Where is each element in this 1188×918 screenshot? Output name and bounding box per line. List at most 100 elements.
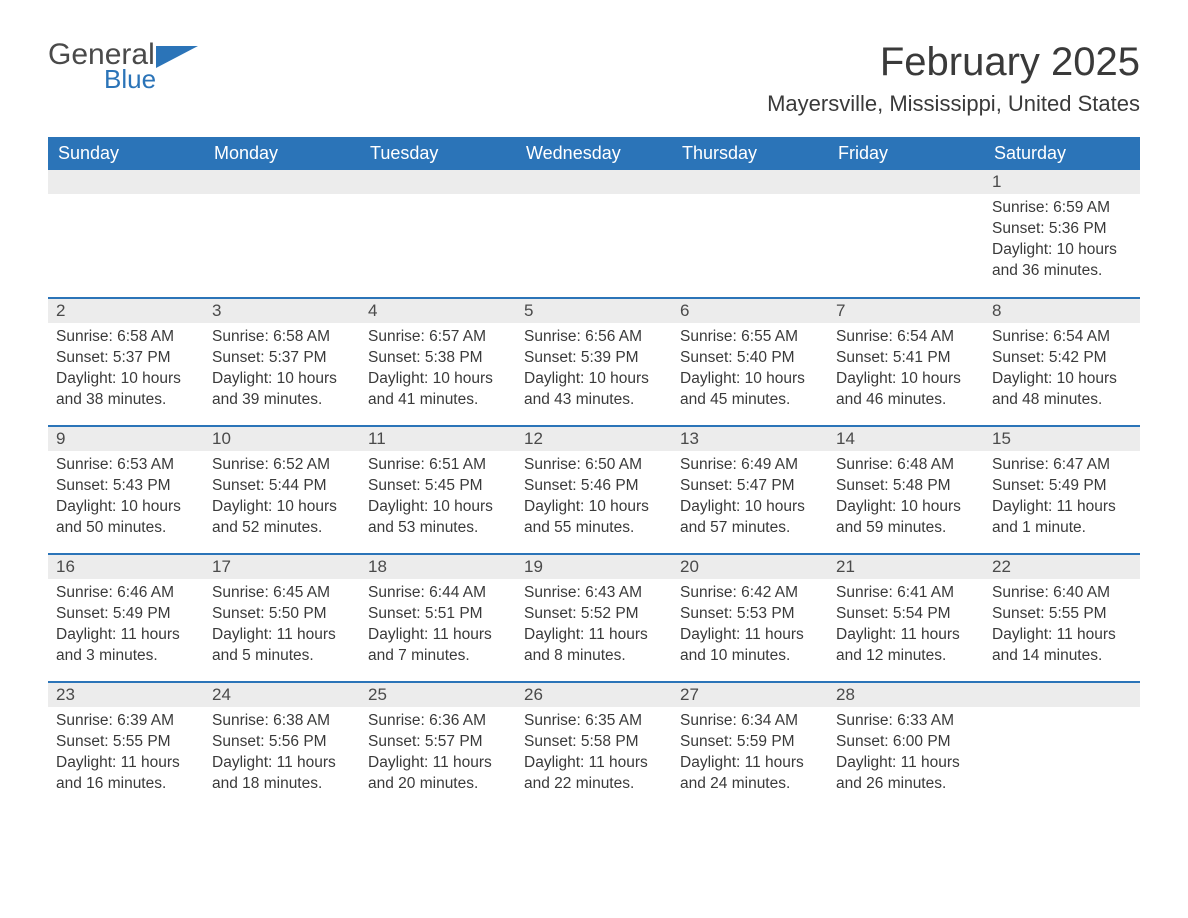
daylight-text: Daylight: 10 hours and 39 minutes. [212, 369, 352, 411]
sunset-text: Sunset: 5:50 PM [212, 604, 352, 625]
sunset-text: Sunset: 5:57 PM [368, 732, 508, 753]
sunset-text: Sunset: 5:56 PM [212, 732, 352, 753]
sunrise-text: Sunrise: 6:38 AM [212, 711, 352, 732]
sunset-text: Sunset: 6:00 PM [836, 732, 976, 753]
daylight-text: Daylight: 10 hours and 57 minutes. [680, 497, 820, 539]
day-number: 5 [516, 299, 672, 323]
day-cell: 1Sunrise: 6:59 AMSunset: 5:36 PMDaylight… [984, 170, 1140, 298]
day-cell: 10Sunrise: 6:52 AMSunset: 5:44 PMDayligh… [204, 426, 360, 554]
day-number: 3 [204, 299, 360, 323]
sunset-text: Sunset: 5:47 PM [680, 476, 820, 497]
day-body: Sunrise: 6:34 AMSunset: 5:59 PMDaylight:… [672, 707, 828, 803]
day-cell: 24Sunrise: 6:38 AMSunset: 5:56 PMDayligh… [204, 682, 360, 810]
sunrise-text: Sunrise: 6:47 AM [992, 455, 1132, 476]
daylight-text: Daylight: 10 hours and 50 minutes. [56, 497, 196, 539]
title-block: February 2025 Mayersville, Mississippi, … [767, 40, 1140, 117]
daylight-text: Daylight: 11 hours and 14 minutes. [992, 625, 1132, 667]
day-cell: 5Sunrise: 6:56 AMSunset: 5:39 PMDaylight… [516, 298, 672, 426]
weekday-header: Sunday [48, 137, 204, 170]
day-cell: 9Sunrise: 6:53 AMSunset: 5:43 PMDaylight… [48, 426, 204, 554]
day-cell: 13Sunrise: 6:49 AMSunset: 5:47 PMDayligh… [672, 426, 828, 554]
week-row: 1Sunrise: 6:59 AMSunset: 5:36 PMDaylight… [48, 170, 1140, 298]
day-cell [360, 170, 516, 298]
day-number [672, 170, 828, 194]
day-body: Sunrise: 6:54 AMSunset: 5:42 PMDaylight:… [984, 323, 1140, 419]
day-body: Sunrise: 6:55 AMSunset: 5:40 PMDaylight:… [672, 323, 828, 419]
day-cell: 3Sunrise: 6:58 AMSunset: 5:37 PMDaylight… [204, 298, 360, 426]
sunrise-text: Sunrise: 6:33 AM [836, 711, 976, 732]
day-body: Sunrise: 6:46 AMSunset: 5:49 PMDaylight:… [48, 579, 204, 675]
daylight-text: Daylight: 11 hours and 1 minute. [992, 497, 1132, 539]
day-cell: 14Sunrise: 6:48 AMSunset: 5:48 PMDayligh… [828, 426, 984, 554]
sunrise-text: Sunrise: 6:49 AM [680, 455, 820, 476]
sunrise-text: Sunrise: 6:50 AM [524, 455, 664, 476]
day-body: Sunrise: 6:58 AMSunset: 5:37 PMDaylight:… [204, 323, 360, 419]
header: General Blue February 2025 Mayersville, … [48, 40, 1140, 117]
sunrise-text: Sunrise: 6:35 AM [524, 711, 664, 732]
day-cell [672, 170, 828, 298]
day-body: Sunrise: 6:54 AMSunset: 5:41 PMDaylight:… [828, 323, 984, 419]
sunrise-text: Sunrise: 6:57 AM [368, 327, 508, 348]
day-number: 21 [828, 555, 984, 579]
day-cell: 27Sunrise: 6:34 AMSunset: 5:59 PMDayligh… [672, 682, 828, 810]
day-number: 25 [360, 683, 516, 707]
day-cell [48, 170, 204, 298]
day-cell: 23Sunrise: 6:39 AMSunset: 5:55 PMDayligh… [48, 682, 204, 810]
sunset-text: Sunset: 5:45 PM [368, 476, 508, 497]
daylight-text: Daylight: 10 hours and 36 minutes. [992, 240, 1132, 282]
day-number: 26 [516, 683, 672, 707]
sunrise-text: Sunrise: 6:34 AM [680, 711, 820, 732]
daylight-text: Daylight: 11 hours and 7 minutes. [368, 625, 508, 667]
sunset-text: Sunset: 5:36 PM [992, 219, 1132, 240]
day-cell: 18Sunrise: 6:44 AMSunset: 5:51 PMDayligh… [360, 554, 516, 682]
week-row: 16Sunrise: 6:46 AMSunset: 5:49 PMDayligh… [48, 554, 1140, 682]
day-cell: 11Sunrise: 6:51 AMSunset: 5:45 PMDayligh… [360, 426, 516, 554]
day-body: Sunrise: 6:57 AMSunset: 5:38 PMDaylight:… [360, 323, 516, 419]
daylight-text: Daylight: 11 hours and 18 minutes. [212, 753, 352, 795]
sunrise-text: Sunrise: 6:53 AM [56, 455, 196, 476]
daylight-text: Daylight: 10 hours and 48 minutes. [992, 369, 1132, 411]
sunset-text: Sunset: 5:58 PM [524, 732, 664, 753]
weekday-header: Saturday [984, 137, 1140, 170]
daylight-text: Daylight: 11 hours and 24 minutes. [680, 753, 820, 795]
logo-text: General Blue [48, 40, 156, 92]
day-body: Sunrise: 6:33 AMSunset: 6:00 PMDaylight:… [828, 707, 984, 803]
day-number [48, 170, 204, 194]
weekday-header: Friday [828, 137, 984, 170]
day-number: 22 [984, 555, 1140, 579]
daylight-text: Daylight: 11 hours and 22 minutes. [524, 753, 664, 795]
day-number [360, 170, 516, 194]
sunset-text: Sunset: 5:42 PM [992, 348, 1132, 369]
daylight-text: Daylight: 10 hours and 52 minutes. [212, 497, 352, 539]
daylight-text: Daylight: 11 hours and 3 minutes. [56, 625, 196, 667]
week-row: 2Sunrise: 6:58 AMSunset: 5:37 PMDaylight… [48, 298, 1140, 426]
sunset-text: Sunset: 5:51 PM [368, 604, 508, 625]
day-number: 7 [828, 299, 984, 323]
day-number: 4 [360, 299, 516, 323]
day-number: 23 [48, 683, 204, 707]
sunset-text: Sunset: 5:55 PM [992, 604, 1132, 625]
day-number [984, 683, 1140, 707]
daylight-text: Daylight: 10 hours and 46 minutes. [836, 369, 976, 411]
sunrise-text: Sunrise: 6:58 AM [56, 327, 196, 348]
day-number [204, 170, 360, 194]
day-body: Sunrise: 6:51 AMSunset: 5:45 PMDaylight:… [360, 451, 516, 547]
day-body: Sunrise: 6:36 AMSunset: 5:57 PMDaylight:… [360, 707, 516, 803]
day-cell: 28Sunrise: 6:33 AMSunset: 6:00 PMDayligh… [828, 682, 984, 810]
daylight-text: Daylight: 10 hours and 45 minutes. [680, 369, 820, 411]
day-body: Sunrise: 6:59 AMSunset: 5:36 PMDaylight:… [984, 194, 1140, 290]
sunset-text: Sunset: 5:59 PM [680, 732, 820, 753]
day-number: 20 [672, 555, 828, 579]
day-number: 9 [48, 427, 204, 451]
day-body: Sunrise: 6:38 AMSunset: 5:56 PMDaylight:… [204, 707, 360, 803]
weekday-header: Wednesday [516, 137, 672, 170]
sunrise-text: Sunrise: 6:51 AM [368, 455, 508, 476]
day-body: Sunrise: 6:49 AMSunset: 5:47 PMDaylight:… [672, 451, 828, 547]
day-cell: 25Sunrise: 6:36 AMSunset: 5:57 PMDayligh… [360, 682, 516, 810]
day-body: Sunrise: 6:47 AMSunset: 5:49 PMDaylight:… [984, 451, 1140, 547]
day-cell: 22Sunrise: 6:40 AMSunset: 5:55 PMDayligh… [984, 554, 1140, 682]
day-number: 27 [672, 683, 828, 707]
sunset-text: Sunset: 5:44 PM [212, 476, 352, 497]
daylight-text: Daylight: 11 hours and 16 minutes. [56, 753, 196, 795]
sunrise-text: Sunrise: 6:59 AM [992, 198, 1132, 219]
